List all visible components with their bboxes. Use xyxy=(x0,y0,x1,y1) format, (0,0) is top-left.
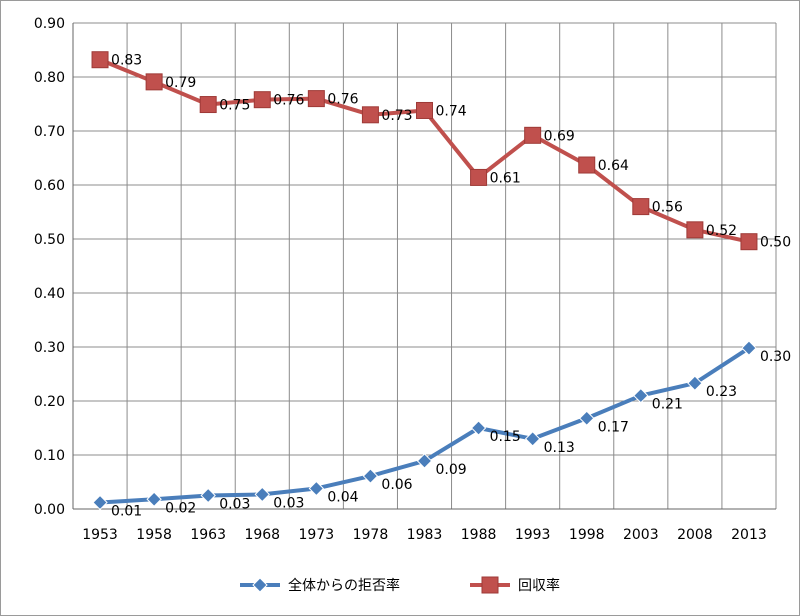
data-label: 0.13 xyxy=(544,440,575,456)
data-label: 0.83 xyxy=(111,53,142,69)
square-point xyxy=(481,576,499,594)
data-label: 0.03 xyxy=(273,495,304,511)
x-tick-label: 1993 xyxy=(515,527,551,543)
series-line-0 xyxy=(99,346,751,505)
x-tick-label: 1968 xyxy=(244,527,280,543)
x-tick-label: 1983 xyxy=(407,527,443,543)
square-point xyxy=(578,156,596,174)
square-point xyxy=(91,51,109,69)
axes xyxy=(72,23,776,510)
x-tick-label: 2013 xyxy=(731,527,767,543)
diamond-point xyxy=(579,410,595,426)
data-label: 0.50 xyxy=(760,235,791,251)
x-tick-label: 1963 xyxy=(190,527,226,543)
square-point xyxy=(740,233,758,251)
data-label: 0.61 xyxy=(490,170,521,186)
y-tick-labels: 0.00 0.10 0.20 0.30 0.40 0.50 0.60 0.70 0.80 0.90 xyxy=(34,16,65,518)
square-point xyxy=(686,221,704,239)
data-label: 0.76 xyxy=(327,92,358,108)
diamond-point xyxy=(633,387,649,404)
legend-label-0: 全体からの拒否率 xyxy=(288,577,400,594)
x-tick-label: 1998 xyxy=(569,527,605,543)
diamond-point xyxy=(254,486,270,503)
data-label: 0.06 xyxy=(381,477,412,493)
y-tick-label: 0.70 xyxy=(34,124,65,140)
square-point xyxy=(470,168,488,186)
square-point xyxy=(307,90,325,108)
diamond-point xyxy=(252,577,268,593)
square-point xyxy=(145,73,163,91)
data-label: 0.03 xyxy=(219,497,250,513)
diamond-point xyxy=(362,468,379,484)
data-label: 0.01 xyxy=(111,504,142,520)
x-tick-label: 1958 xyxy=(136,527,172,543)
diamond-point xyxy=(308,480,325,497)
y-tick-label: 0.00 xyxy=(34,502,65,518)
square-point xyxy=(416,101,433,119)
data-label: 0.56 xyxy=(652,200,683,216)
x-tick-label: 2003 xyxy=(623,527,659,543)
y-tick-label: 0.40 xyxy=(34,286,65,302)
data-label: 0.17 xyxy=(598,419,629,435)
legend-label-1: 回収率 xyxy=(518,577,560,594)
diamond-point xyxy=(92,494,108,511)
y-tick-label: 0.20 xyxy=(34,394,65,410)
data-label: 0.64 xyxy=(598,158,629,174)
square-point xyxy=(524,126,542,144)
x-tick-label: 1988 xyxy=(461,527,497,543)
data-label: 0.52 xyxy=(706,223,737,239)
x-tick-labels: 1953 1958 1963 1968 1973 1978 1983 1988 1993 1998… xyxy=(82,527,767,543)
data-label: 0.23 xyxy=(706,384,737,400)
x-tick-label: 2008 xyxy=(677,527,713,543)
data-label: 0.21 xyxy=(652,397,683,413)
data-label: 0.30 xyxy=(760,349,791,365)
diamond-point xyxy=(200,487,216,504)
x-tick-label: 1978 xyxy=(353,527,389,543)
data-label: 0.73 xyxy=(381,108,412,124)
diamond-point xyxy=(687,375,703,391)
square-point xyxy=(253,91,271,109)
square-point xyxy=(632,198,650,216)
data-label: 0.75 xyxy=(219,98,250,114)
data-label: 0.15 xyxy=(490,429,521,445)
data-label: 0.04 xyxy=(327,489,358,505)
diamond-point xyxy=(524,431,541,447)
square-point xyxy=(361,106,379,124)
grid-lines xyxy=(72,22,777,510)
diamond-point xyxy=(416,453,433,469)
y-tick-label: 0.50 xyxy=(34,232,65,248)
square-point xyxy=(199,96,217,114)
legend: 全体からの拒否率 回収率 xyxy=(240,576,560,594)
y-tick-label: 0.60 xyxy=(34,178,65,194)
data-label: 0.74 xyxy=(436,103,467,119)
series-group xyxy=(91,51,758,511)
diamond-point xyxy=(470,420,487,436)
data-label: 0.02 xyxy=(165,500,196,516)
data-label: 0.09 xyxy=(436,462,467,478)
data-label: 0.69 xyxy=(544,128,575,144)
x-tick-label: 1973 xyxy=(299,527,335,543)
data-label: 0.79 xyxy=(165,75,196,91)
x-tick-label: 1953 xyxy=(82,527,118,543)
data-labels: 0.01 0.02 0.03 0.03 0.04 0.06 0.09 0.15 0.13 0.17… xyxy=(111,53,791,520)
data-label: 0.76 xyxy=(273,93,304,109)
y-tick-label: 0.90 xyxy=(34,16,65,32)
y-tick-label: 0.80 xyxy=(34,70,65,86)
y-tick-label: 0.10 xyxy=(34,448,65,464)
diamond-point xyxy=(741,340,757,356)
y-tick-label: 0.30 xyxy=(34,340,65,356)
diamond-point xyxy=(146,491,162,507)
